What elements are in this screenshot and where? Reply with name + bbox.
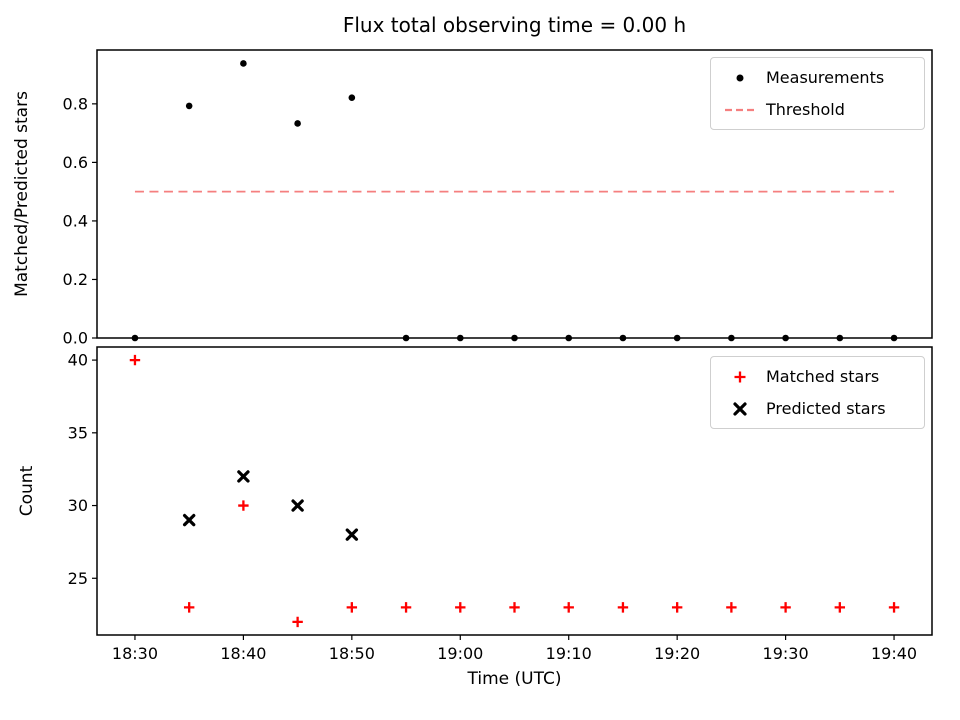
measurement-point [728,334,735,342]
x-tick-label: 18:50 [329,644,375,663]
y-tick-label: 25 [68,569,88,588]
bottom-legend: Matched stars Predicted stars [710,356,925,429]
measurement-point [511,334,518,342]
matched-point [671,602,683,613]
x-tick-label: 18:40 [220,644,266,663]
x-axis-label: Time (UTC) [467,669,562,689]
top-y-axis-label: Matched/Predicted stars [12,91,32,297]
predicted-point [182,513,196,527]
bottom-y-axis-label: Count [17,465,37,517]
measurement-point [131,334,139,342]
measurement-point [348,94,356,102]
legend-item-threshold: Threshold [723,100,908,119]
measurement-point [890,334,898,342]
threshold-line-icon [725,108,755,111]
y-tick-label: 0.2 [63,270,88,289]
legend-item-measurements: Measurements [723,68,908,87]
measurement-point [456,334,464,342]
dot-marker-shape [736,74,744,81]
measurement-point [782,334,789,342]
top-legend: Measurements Threshold [710,57,925,130]
y-tick-label: 30 [68,496,88,515]
predicted-point [291,499,304,512]
measurement-point [185,102,193,110]
matched-point [238,500,249,511]
plus-marker-icon [734,371,746,382]
legend-label-matched-stars: Matched stars [766,367,880,386]
matched-point [888,602,900,613]
matched-point [834,602,846,613]
measurement-point [619,334,627,342]
x-marker-shape [733,401,747,416]
legend-label-predicted-stars: Predicted stars [766,399,886,418]
matched-point [346,602,358,613]
y-tick-label: 0.6 [63,153,88,172]
measurement-point [294,120,301,127]
x-tick-label: 19:20 [654,644,700,663]
legend-label-measurements: Measurements [766,68,885,87]
matched-point [726,602,737,613]
y-tick-label: 0.8 [63,94,88,113]
measurement-point [402,334,410,342]
x-tick-label: 19:10 [546,644,592,663]
measurement-point [673,334,681,342]
matched-point [509,602,520,613]
y-tick-label: 0.0 [63,329,88,348]
legend-label-threshold: Threshold [766,100,845,119]
measurement-point [565,334,573,342]
matched-point [129,354,141,366]
legend-item-matched-stars: Matched stars [723,367,908,386]
measurement-point [240,60,247,67]
predicted-point [345,528,359,541]
matched-point [563,602,574,613]
x-tick-label: 19:30 [763,644,809,663]
y-tick-label: 35 [68,423,88,442]
x-marker-icon [733,401,747,416]
measurement-point [836,334,844,342]
x-tick-label: 18:30 [112,644,158,663]
x-tick-label: 19:00 [437,644,483,663]
axes-frame [96,346,933,636]
matched-point [400,602,412,613]
measurements-marker-icon [736,74,744,81]
y-tick-label: 40 [68,351,88,370]
y-tick-label: 0.4 [63,211,88,230]
matched-point [617,602,629,613]
matched-point [183,602,195,613]
matched-point [455,602,466,613]
predicted-point [237,470,250,483]
x-tick-label: 19:40 [871,644,917,663]
chart-title: Flux total observing time = 0.00 h [342,13,687,37]
matched-point [292,616,303,628]
matched-point [780,602,791,613]
plus-marker-shape [734,371,746,382]
legend-item-predicted-stars: Predicted stars [723,399,908,418]
